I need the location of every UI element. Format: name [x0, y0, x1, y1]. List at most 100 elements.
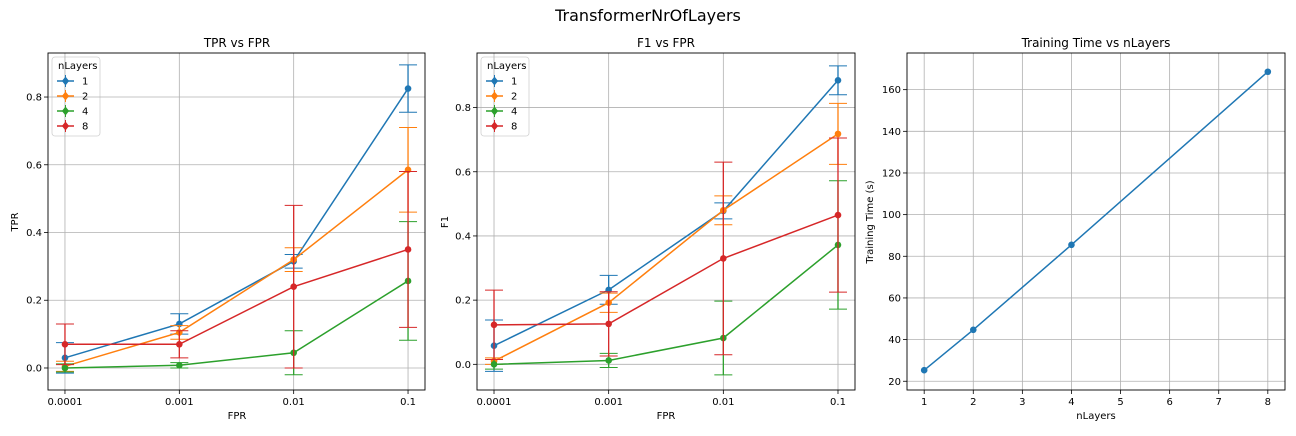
legend-entry: 8	[486, 120, 517, 133]
y-tick-label: 0.6	[26, 160, 42, 171]
data-point	[1068, 241, 1075, 249]
legend-label: 4	[511, 107, 517, 118]
x-tick-label: 0.1	[830, 397, 846, 408]
y-tick-label: 20	[888, 377, 901, 388]
data-point	[605, 357, 612, 364]
legend-label: 8	[82, 122, 88, 133]
legend-marker	[490, 121, 499, 131]
series-line	[64, 280, 409, 369]
x-tick-label: 0.01	[712, 397, 734, 408]
data-point	[61, 364, 69, 372]
data-point	[490, 361, 498, 368]
legend-label: 4	[82, 107, 88, 118]
series-4	[55, 221, 418, 376]
y-tick-label: 0.4	[455, 231, 471, 242]
legend-label: 2	[82, 92, 88, 103]
x-axis-label: FPR	[657, 411, 676, 422]
data-point	[176, 340, 183, 348]
data-point	[834, 211, 842, 219]
legend-marker	[61, 106, 70, 116]
data-point	[834, 76, 842, 84]
data-point	[404, 85, 412, 92]
legend-marker	[61, 91, 70, 101]
legend-marker	[490, 106, 499, 116]
legend-entry: 2	[57, 90, 88, 103]
y-tick-label: 0.4	[26, 228, 42, 239]
plot-frame	[47, 52, 426, 391]
x-tick-label: 0.001	[594, 397, 623, 408]
x-tick-label: 3	[1019, 397, 1025, 408]
x-tick-label: 0.0001	[477, 397, 512, 408]
legend-entry: 4	[57, 105, 88, 118]
legend-label: 8	[511, 122, 517, 133]
x-tick-label: 0.001	[165, 397, 194, 408]
y-tick-label: 60	[888, 293, 901, 304]
plot-frame	[906, 52, 1286, 391]
series-2	[55, 127, 418, 372]
legend-box	[51, 56, 101, 137]
tpr-vs-fpr-chart: TPR vs FPR FPR TPR nLayers 0.0001 0.001 0.…	[10, 36, 426, 422]
y-tick-label: 0.2	[455, 296, 471, 307]
series-line	[493, 133, 839, 362]
data-point	[490, 321, 498, 329]
data-point	[834, 130, 842, 138]
series-4	[485, 180, 847, 376]
data-point	[969, 326, 977, 334]
y-tick-label: 120	[882, 168, 901, 179]
y-tick-label: 80	[888, 252, 901, 263]
y-axis-label: F1	[440, 216, 451, 228]
series-2	[485, 102, 847, 365]
x-tick-label: 0.1	[400, 397, 416, 408]
y-tick-label: 0.8	[26, 93, 42, 104]
series-line	[64, 169, 409, 368]
x-tick-label: 6	[1166, 397, 1172, 408]
legend-box	[480, 56, 530, 137]
x-tick-label: 0.0001	[47, 397, 82, 408]
y-tick-label: 100	[882, 210, 901, 221]
plot-frame	[476, 52, 856, 391]
series-1	[55, 64, 418, 374]
series-line	[493, 244, 839, 366]
legend-label: 1	[82, 77, 88, 88]
series-line	[923, 71, 1269, 371]
series-line	[64, 88, 409, 359]
legend-entry: 2	[486, 90, 517, 103]
series-line	[64, 248, 409, 346]
legend-label: 2	[511, 92, 517, 103]
x-tick-label: 1	[921, 397, 927, 408]
data-point	[61, 340, 69, 348]
series-0	[920, 68, 1272, 374]
x-tick-label: 7	[1216, 397, 1222, 408]
series-8	[55, 171, 418, 369]
data-point	[605, 320, 612, 328]
data-point	[176, 361, 183, 369]
legend-title: nLayers	[58, 61, 97, 72]
chart-title: F1 vs FPR	[637, 36, 695, 50]
data-point	[290, 283, 297, 290]
legend-marker	[61, 76, 70, 86]
data-point	[720, 255, 727, 262]
series-8	[485, 137, 847, 361]
figure-title: TransformerNrOfLayers	[554, 6, 741, 25]
y-tick-label: 160	[882, 85, 901, 96]
legend-label: 1	[511, 77, 517, 88]
legend-entry: 8	[57, 120, 88, 133]
y-tick-label: 140	[882, 127, 901, 138]
y-tick-label: 40	[888, 335, 901, 346]
x-axis-label: nLayers	[1076, 411, 1115, 422]
x-tick-label: 0.01	[283, 397, 305, 408]
legend-marker	[61, 121, 70, 131]
x-tick-label: 4	[1068, 397, 1074, 408]
legend-marker	[490, 76, 499, 86]
legend-marker	[490, 91, 499, 101]
x-tick-label: 5	[1117, 397, 1123, 408]
y-tick-label: 0.2	[26, 296, 42, 307]
data-point	[1264, 68, 1272, 76]
series-line	[493, 79, 839, 347]
x-axis-label: FPR	[228, 411, 247, 422]
legend-entry: 1	[486, 75, 517, 88]
training-time-chart: Training Time vs nLayers nLayers Trainin…	[865, 36, 1286, 422]
data-point	[404, 246, 412, 253]
